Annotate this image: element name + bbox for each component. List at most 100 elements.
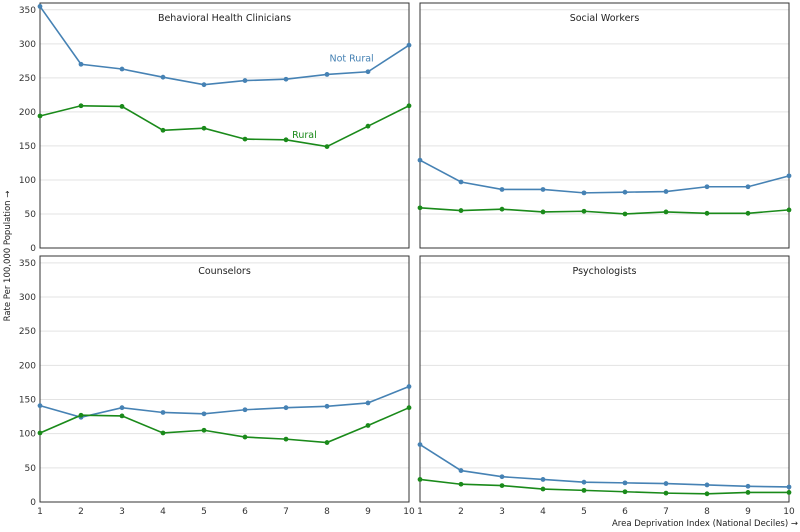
data-point-behavioral-health-clinicians-not-rural <box>242 78 248 83</box>
data-point-counselors-not-rural <box>37 403 43 409</box>
data-point-behavioral-health-clinicians-rural <box>283 137 289 143</box>
x-tick-label: 9 <box>745 507 751 517</box>
y-tick-label: 350 <box>19 259 36 269</box>
data-point-counselors-rural <box>119 413 125 419</box>
data-point-behavioral-health-clinicians-not-rural <box>406 42 412 48</box>
data-point-psychologists-rural <box>786 490 792 495</box>
series-line-social-workers-rural <box>419 207 790 215</box>
data-point-social-workers-not-rural <box>540 187 546 192</box>
y-axis-title: Rate Per 100,000 Population → <box>3 191 13 322</box>
data-point-psychologists-rural <box>663 490 669 496</box>
y-tick-label: 250 <box>19 74 36 84</box>
data-point-psychologists-not-rural <box>417 442 423 447</box>
y-tick-label: 0 <box>30 498 36 508</box>
data-point-psychologists-not-rural <box>540 477 546 482</box>
data-point-behavioral-health-clinicians-not-rural <box>324 72 330 77</box>
data-point-social-workers-rural <box>704 210 710 216</box>
series-label-not-rural: Not Rural <box>329 54 373 65</box>
y-tick-label: 50 <box>25 210 37 220</box>
series-label-rural: Rural <box>292 130 317 141</box>
series-line-behavioral-health-clinicians-rural <box>39 104 410 148</box>
data-point-social-workers-not-rural <box>786 173 792 179</box>
data-point-counselors-rural <box>78 412 84 418</box>
data-point-psychologists-rural <box>458 481 464 487</box>
data-point-psychologists-not-rural <box>499 474 505 480</box>
x-tick-label: 6 <box>622 507 628 517</box>
data-point-behavioral-health-clinicians-rural <box>365 123 371 129</box>
panel-title-behavioral-health-clinicians: Behavioral Health Clinicians <box>158 13 291 24</box>
x-tick-label: 2 <box>458 507 464 517</box>
data-point-counselors-rural <box>365 423 371 428</box>
data-point-behavioral-health-clinicians-not-rural <box>201 82 207 88</box>
panel-frame-social-workers <box>419 2 790 249</box>
data-point-social-workers-not-rural <box>704 184 710 190</box>
y-tick-label: 150 <box>19 396 36 406</box>
data-point-social-workers-not-rural <box>499 187 505 192</box>
y-tick-label: 200 <box>19 361 36 371</box>
data-point-counselors-rural <box>201 427 207 433</box>
data-point-psychologists-rural <box>581 487 587 493</box>
y-tick-label: 300 <box>19 293 36 303</box>
data-point-counselors-not-rural <box>119 405 125 411</box>
data-point-psychologists-rural <box>499 483 505 488</box>
data-point-social-workers-rural <box>581 208 587 214</box>
y-tick-label: 350 <box>19 6 36 16</box>
data-point-psychologists-rural <box>745 490 751 495</box>
x-tick-label: 10 <box>403 507 415 517</box>
x-tick-label: 4 <box>540 507 546 517</box>
data-point-counselors-not-rural <box>324 403 330 409</box>
data-point-social-workers-rural <box>663 209 669 215</box>
data-point-behavioral-health-clinicians-rural <box>37 113 43 119</box>
panel-title-psychologists: Psychologists <box>573 266 637 277</box>
data-point-social-workers-not-rural <box>745 184 751 190</box>
x-tick-label: 3 <box>499 507 505 517</box>
series-line-social-workers-not-rural <box>419 159 790 194</box>
data-point-counselors-not-rural <box>406 384 412 389</box>
data-point-psychologists-not-rural <box>704 482 710 488</box>
data-point-behavioral-health-clinicians-rural <box>201 125 207 131</box>
data-point-behavioral-health-clinicians-rural <box>324 144 330 149</box>
data-point-counselors-not-rural <box>242 407 248 413</box>
data-point-behavioral-health-clinicians-rural <box>78 103 84 109</box>
data-point-behavioral-health-clinicians-not-rural <box>365 69 371 75</box>
x-tick-label: 6 <box>242 507 248 517</box>
x-tick-label: 2 <box>78 507 84 517</box>
data-point-psychologists-not-rural <box>458 468 464 473</box>
data-point-counselors-not-rural <box>283 405 289 411</box>
data-point-social-workers-rural <box>417 205 423 211</box>
x-tick-label: 7 <box>663 507 669 517</box>
data-point-social-workers-not-rural <box>581 190 587 196</box>
data-point-counselors-rural <box>283 436 289 442</box>
data-point-psychologists-not-rural <box>663 481 669 486</box>
panel-title-counselors: Counselors <box>198 266 251 277</box>
y-tick-label: 250 <box>19 327 36 337</box>
data-point-social-workers-rural <box>499 206 505 212</box>
y-tick-label: 0 <box>30 244 36 254</box>
data-point-social-workers-not-rural <box>417 157 423 163</box>
data-point-psychologists-rural <box>540 486 546 492</box>
data-point-psychologists-rural <box>622 489 628 495</box>
data-point-social-workers-not-rural <box>622 189 628 195</box>
data-point-psychologists-not-rural <box>622 480 628 486</box>
data-point-counselors-not-rural <box>160 410 166 415</box>
x-tick-label: 7 <box>283 507 289 517</box>
x-tick-label: 1 <box>417 507 423 517</box>
data-point-behavioral-health-clinicians-not-rural <box>160 74 166 80</box>
data-point-counselors-rural <box>324 440 330 445</box>
data-point-counselors-rural <box>242 434 248 440</box>
data-point-behavioral-health-clinicians-not-rural <box>78 61 84 67</box>
y-tick-label: 150 <box>19 142 36 152</box>
y-tick-label: 300 <box>19 40 36 50</box>
data-point-behavioral-health-clinicians-not-rural <box>119 66 125 72</box>
data-point-behavioral-health-clinicians-not-rural <box>37 4 43 9</box>
x-tick-label: 10 <box>783 507 795 517</box>
x-tick-label: 5 <box>201 507 207 517</box>
data-point-counselors-rural <box>406 405 412 411</box>
y-tick-label: 50 <box>25 464 37 474</box>
x-tick-label: 8 <box>324 507 330 517</box>
data-point-social-workers-rural <box>745 210 751 216</box>
x-tick-label: 3 <box>119 507 125 517</box>
series-line-psychologists-not-rural <box>419 443 790 488</box>
panel-frame-behavioral-health-clinicians <box>39 2 410 249</box>
series-line-counselors-rural <box>39 406 410 444</box>
